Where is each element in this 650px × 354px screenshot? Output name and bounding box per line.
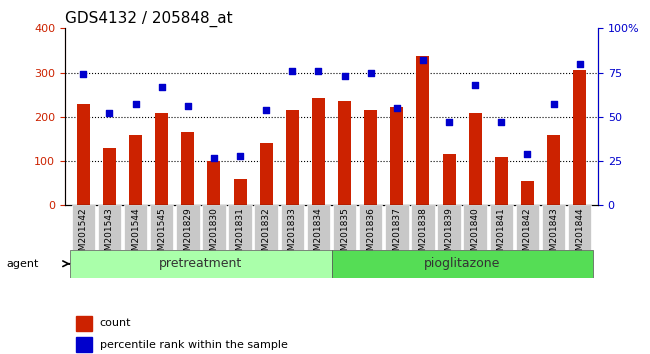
Bar <box>469 113 482 205</box>
Bar <box>181 132 194 205</box>
Point <box>496 119 506 125</box>
Text: GSM201830: GSM201830 <box>209 207 218 262</box>
FancyBboxPatch shape <box>333 205 356 250</box>
Text: GSM201834: GSM201834 <box>314 207 323 262</box>
Bar <box>75 337 92 352</box>
Text: GSM201833: GSM201833 <box>288 207 297 262</box>
Point <box>575 61 585 67</box>
Point <box>470 82 480 88</box>
Text: GSM201838: GSM201838 <box>419 207 428 262</box>
Text: GSM201843: GSM201843 <box>549 207 558 262</box>
Bar <box>233 179 246 205</box>
Text: GSM201543: GSM201543 <box>105 207 114 262</box>
Point <box>157 84 167 90</box>
FancyBboxPatch shape <box>124 205 148 250</box>
Bar <box>390 107 404 205</box>
Bar <box>573 70 586 205</box>
Text: GSM201844: GSM201844 <box>575 207 584 262</box>
Text: GSM201831: GSM201831 <box>235 207 244 262</box>
Point <box>365 70 376 75</box>
Text: GSM201542: GSM201542 <box>79 207 88 262</box>
FancyBboxPatch shape <box>98 205 121 250</box>
Bar <box>75 316 92 331</box>
FancyBboxPatch shape <box>70 250 332 278</box>
FancyBboxPatch shape <box>228 205 252 250</box>
FancyBboxPatch shape <box>568 205 592 250</box>
Point <box>78 72 88 77</box>
Text: GSM201832: GSM201832 <box>262 207 270 262</box>
Point <box>235 153 245 159</box>
Point <box>183 103 193 109</box>
FancyBboxPatch shape <box>254 205 278 250</box>
Point <box>261 107 272 113</box>
Text: GSM201544: GSM201544 <box>131 207 140 262</box>
Text: GDS4132 / 205848_at: GDS4132 / 205848_at <box>65 11 233 27</box>
FancyBboxPatch shape <box>150 205 174 250</box>
Bar <box>259 143 273 205</box>
Bar <box>286 110 299 205</box>
FancyBboxPatch shape <box>437 205 461 250</box>
FancyBboxPatch shape <box>332 250 593 278</box>
Bar <box>417 56 430 205</box>
FancyBboxPatch shape <box>489 205 513 250</box>
FancyBboxPatch shape <box>463 205 487 250</box>
FancyBboxPatch shape <box>385 205 409 250</box>
FancyBboxPatch shape <box>411 205 435 250</box>
Text: GSM201841: GSM201841 <box>497 207 506 262</box>
Bar <box>207 161 220 205</box>
FancyBboxPatch shape <box>72 205 95 250</box>
Text: GSM201840: GSM201840 <box>471 207 480 262</box>
FancyBboxPatch shape <box>176 205 200 250</box>
Text: GSM201835: GSM201835 <box>340 207 349 262</box>
Point <box>418 57 428 63</box>
Text: GSM201837: GSM201837 <box>393 207 401 262</box>
Text: pretreatment: pretreatment <box>159 257 242 270</box>
Text: GSM201829: GSM201829 <box>183 207 192 262</box>
Text: GSM201842: GSM201842 <box>523 207 532 262</box>
FancyBboxPatch shape <box>515 205 540 250</box>
FancyBboxPatch shape <box>307 205 330 250</box>
FancyBboxPatch shape <box>542 205 566 250</box>
Text: GSM201836: GSM201836 <box>366 207 375 262</box>
Point <box>313 68 324 74</box>
Text: pioglitazone: pioglitazone <box>424 257 500 270</box>
Bar <box>521 181 534 205</box>
FancyBboxPatch shape <box>202 205 226 250</box>
Point <box>287 68 298 74</box>
Text: agent: agent <box>6 259 39 269</box>
Text: percentile rank within the sample: percentile rank within the sample <box>99 339 287 350</box>
Bar <box>312 98 325 205</box>
Text: GSM201545: GSM201545 <box>157 207 166 262</box>
Point <box>391 105 402 111</box>
Bar <box>547 136 560 205</box>
Bar <box>495 156 508 205</box>
Text: count: count <box>99 318 131 329</box>
Bar <box>77 104 90 205</box>
Point <box>131 102 141 107</box>
Point <box>444 119 454 125</box>
Text: GSM201839: GSM201839 <box>445 207 454 262</box>
Point <box>209 155 219 160</box>
FancyBboxPatch shape <box>359 205 382 250</box>
Point <box>339 73 350 79</box>
Point <box>104 110 114 116</box>
Bar <box>364 110 377 205</box>
Bar <box>155 113 168 205</box>
Point <box>522 151 532 157</box>
FancyBboxPatch shape <box>281 205 304 250</box>
Bar <box>443 154 456 205</box>
Point <box>549 102 559 107</box>
Bar <box>338 101 351 205</box>
Bar <box>103 148 116 205</box>
Bar <box>129 135 142 205</box>
